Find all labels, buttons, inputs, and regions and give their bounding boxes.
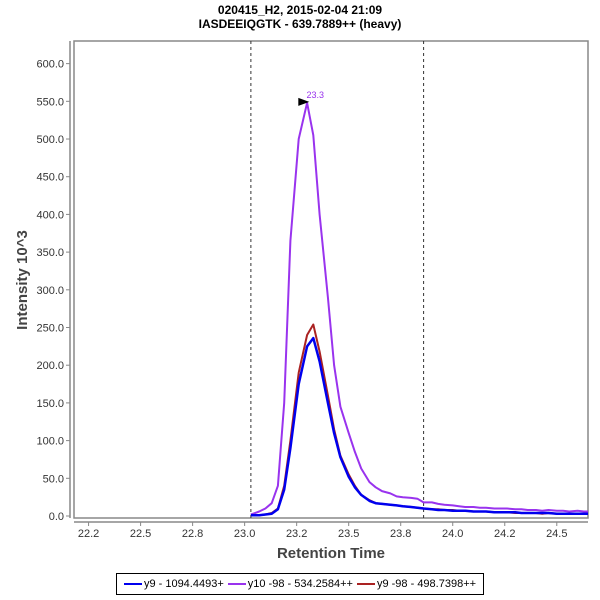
y-axis-label: Intensity 10^3 xyxy=(14,230,31,330)
x-tick-label: 24.5 xyxy=(546,528,567,540)
legend: y9 - 1094.4493+ y10 -98 - 534.2584++ y9 -9… xyxy=(116,573,484,595)
series-line-1 xyxy=(250,101,588,516)
y-tick-label: 300.0 xyxy=(36,285,64,297)
peak-annotation-label: 23.3 xyxy=(307,90,325,100)
peak-marker-arrow-icon xyxy=(298,97,310,106)
y-tick-label: 100.0 xyxy=(36,436,64,448)
plot-frame xyxy=(73,40,589,519)
legend-item: y9 - 1094.4493+ xyxy=(123,578,224,590)
legend-swatch xyxy=(356,583,375,585)
x-tick-label: 22.5 xyxy=(130,528,151,540)
x-tick-label: 23.5 xyxy=(338,528,359,540)
chromatogram-plot: 0.0 50.0 100.0 150.0 200.0 250.0 300.0 350.0 400… xyxy=(14,40,589,562)
y-tick-label: 150.0 xyxy=(36,398,64,410)
x-tick-label: 24.2 xyxy=(494,528,515,540)
chart-subtitle: IASDEEIQGTK - 639.7889++ (heavy) xyxy=(198,17,402,31)
y-tick-label: 200.0 xyxy=(36,360,64,372)
x-tick-label: 23.0 xyxy=(234,528,255,540)
x-tick-label: 24.0 xyxy=(442,528,463,540)
x-tick-label: 22.8 xyxy=(182,528,203,540)
legend-item: y9 -98 - 498.7398++ xyxy=(356,578,477,590)
legend-swatch xyxy=(227,583,246,585)
y-tick-label: 400.0 xyxy=(36,209,64,221)
x-tick-label: 23.8 xyxy=(390,528,411,540)
legend-swatch xyxy=(123,583,142,585)
y-tick-label: 550.0 xyxy=(36,96,64,108)
y-tick-label: 500.0 xyxy=(36,134,64,146)
series-line-2 xyxy=(250,323,588,517)
x-tick-label: 22.2 xyxy=(78,528,99,540)
y-tick-label: 350.0 xyxy=(36,247,64,259)
x-tick-label: 23.2 xyxy=(286,528,307,540)
x-axis-label: Retention Time xyxy=(277,545,385,562)
y-tick-label: 450.0 xyxy=(36,172,64,184)
legend-label: y9 - 1094.4493+ xyxy=(143,578,224,590)
legend-item: y10 -98 - 534.2584++ xyxy=(227,578,353,590)
y-tick-label: 600.0 xyxy=(36,59,64,71)
y-tick-label: 0.0 xyxy=(49,511,64,523)
y-tick-label: 50.0 xyxy=(43,473,64,485)
legend-label: y9 -98 - 498.7398++ xyxy=(376,578,477,590)
series-line-0 xyxy=(250,336,588,517)
y-tick-label: 250.0 xyxy=(36,323,64,335)
chart-title: 020415_H2, 2015-02-04 21:09 xyxy=(217,3,383,17)
legend-label: y10 -98 - 534.2584++ xyxy=(247,578,353,590)
